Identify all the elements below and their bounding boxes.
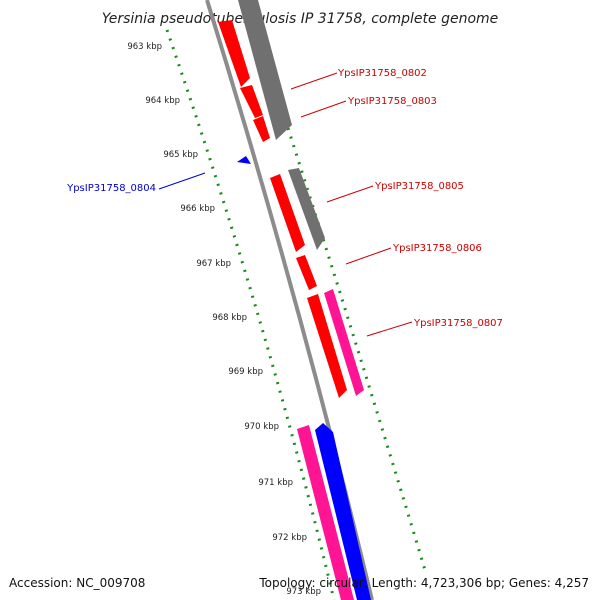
gene-leader-line xyxy=(326,185,374,203)
tick-label: 965 kbp xyxy=(163,150,198,160)
gene-leader-line xyxy=(345,247,392,265)
gene-label[interactable]: YpsIP31758_0803 xyxy=(347,96,437,107)
gene-label[interactable]: YpsIP31758_0807 xyxy=(413,318,503,329)
tick-label: 964 kbp xyxy=(145,96,180,106)
tick-label: 968 kbp xyxy=(212,313,247,323)
tick-label: 973 kbp xyxy=(286,587,321,597)
gene-label[interactable]: YpsIP31758_0804 xyxy=(66,183,156,194)
map-title: Yersinia pseudotuberculosis IP 31758, co… xyxy=(102,11,499,27)
gene-feature[interactable] xyxy=(288,168,325,250)
gene-label[interactable]: YpsIP31758_0802 xyxy=(337,68,427,79)
inner-tick-track xyxy=(165,29,336,600)
tick-label: 966 kbp xyxy=(180,204,215,214)
tick-label: 971 kbp xyxy=(258,478,293,488)
tick-labels: 963 kbp 964 kbp 965 kbp 966 kbp 967 kbp 968 k… xyxy=(127,42,321,597)
gene-label[interactable]: YpsIP31758_0806 xyxy=(392,243,482,254)
gene-leader-line xyxy=(366,321,413,337)
gene-labels: YpsIP31758_0802 YpsIP31758_0803 YpsIP31758… xyxy=(66,68,503,337)
gene-leader-line xyxy=(158,172,206,190)
tick-label: 969 kbp xyxy=(228,367,263,377)
gene-leader-line xyxy=(300,100,347,118)
gene-feature[interactable] xyxy=(253,116,270,142)
gene-feature[interactable] xyxy=(296,255,317,290)
tick-label: 972 kbp xyxy=(272,533,307,543)
gene-leader-line xyxy=(290,72,338,90)
gene-feature[interactable] xyxy=(218,20,250,87)
gene-feature[interactable] xyxy=(240,85,263,118)
accession-label: Accession: NC_009708 xyxy=(9,576,145,590)
gene-feature[interactable] xyxy=(237,156,251,164)
gene-label[interactable]: YpsIP31758_0805 xyxy=(374,181,464,192)
gene-feature[interactable] xyxy=(297,425,354,600)
tick-label: 963 kbp xyxy=(127,42,162,52)
gene-feature[interactable] xyxy=(307,294,347,398)
gene-feature[interactable] xyxy=(270,174,305,252)
gene-feature[interactable] xyxy=(315,423,371,600)
gene-feature[interactable] xyxy=(324,289,364,396)
tick-label: 970 kbp xyxy=(244,422,279,432)
gene-feature[interactable] xyxy=(238,0,292,140)
tick-label: 967 kbp xyxy=(196,259,231,269)
topology-label: Topology: circular; Length: 4,723,306 bp… xyxy=(258,576,589,590)
outer-tick-track xyxy=(253,24,427,571)
